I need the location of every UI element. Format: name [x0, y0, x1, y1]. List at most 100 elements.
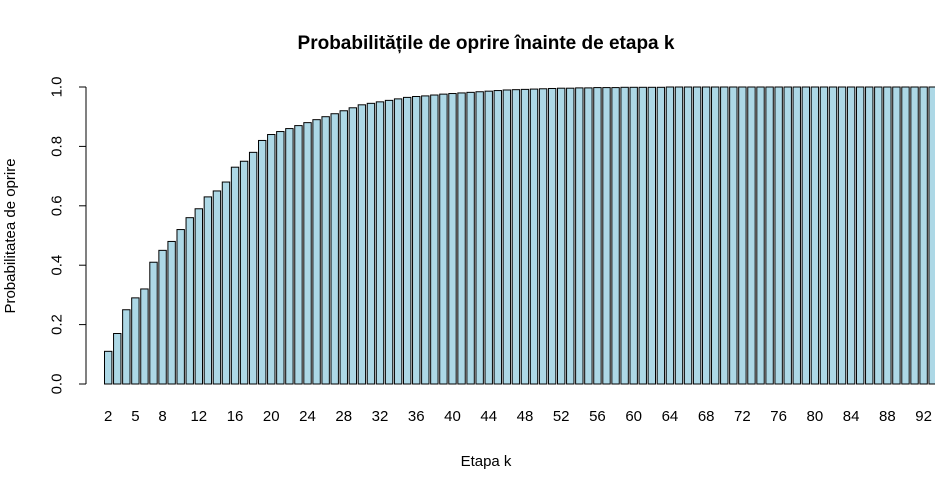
bar-32 [375, 101, 385, 385]
bar-49 [529, 88, 539, 385]
bar-87 [874, 86, 883, 385]
bar-40 [448, 93, 457, 385]
x-tick-label: 8 [158, 408, 166, 425]
bar-36 [412, 96, 421, 385]
bar-20 [267, 134, 276, 385]
bar-13 [203, 196, 213, 385]
bar-58 [611, 87, 620, 385]
bar-17 [239, 160, 249, 385]
x-tick-label: 56 [589, 408, 606, 425]
bar-50 [538, 88, 548, 385]
x-tick-label: 92 [915, 408, 932, 425]
bar-31 [366, 102, 376, 385]
bar-86 [865, 86, 874, 385]
bar-77 [783, 86, 792, 385]
bar-22 [285, 128, 294, 385]
y-axis: 0.0 0.2 0.4 0.6 0.8 1.0 [48, 77, 87, 395]
bar-46 [502, 89, 512, 385]
x-tick-label: 24 [299, 408, 316, 425]
bar-3 [113, 333, 122, 385]
bar-38 [430, 94, 439, 385]
bar-45 [493, 90, 502, 385]
bar-92 [919, 86, 928, 385]
bar-16 [230, 166, 240, 385]
bar-88 [883, 86, 892, 385]
bar-39 [439, 93, 448, 385]
x-tick-label: 32 [372, 408, 389, 425]
bar-82 [828, 86, 838, 385]
bar-34 [393, 98, 403, 385]
bar-51 [547, 87, 557, 385]
x-tick-label: 52 [553, 408, 570, 425]
bar-27 [330, 113, 339, 385]
bar-62 [647, 86, 656, 385]
x-tick-label: 68 [698, 408, 715, 425]
x-tick-label: 44 [480, 408, 497, 425]
bar-10 [176, 229, 185, 385]
bar-23 [294, 125, 303, 385]
x-tick-label: 36 [408, 408, 425, 425]
x-tick-label: 80 [807, 408, 824, 425]
bar-7 [149, 261, 158, 385]
bar-6 [140, 288, 149, 385]
y-tick-label: 0.0 [48, 374, 65, 395]
bar-63 [656, 86, 666, 385]
x-axis-ticks: 2 5 8 12 16 20 24 28 32 36 40 44 48 52 56 60 64 68 72 76 80 8… [104, 408, 932, 425]
y-tick-label: 1.0 [48, 77, 65, 98]
bar-4 [122, 309, 131, 385]
bar-84 [846, 86, 856, 385]
bar-93 [928, 86, 935, 385]
bar-30 [357, 104, 367, 385]
bar-41 [457, 92, 466, 385]
bar-11 [185, 217, 194, 385]
y-tick-label: 0.2 [48, 314, 65, 335]
bar-2 [104, 350, 113, 385]
bar-64 [665, 86, 675, 385]
x-axis-label: Etapa k [461, 453, 512, 470]
bar-54 [575, 87, 584, 385]
bar-42 [466, 91, 475, 385]
bar-48 [520, 88, 530, 385]
bar-29 [348, 107, 358, 385]
bar-66 [683, 86, 693, 385]
x-tick-label: 20 [263, 408, 280, 425]
bar-78 [792, 86, 801, 385]
bar-80 [810, 86, 820, 385]
bar-8 [158, 249, 167, 385]
bar-73 [747, 86, 756, 385]
bar-74 [756, 86, 765, 385]
bar-57 [602, 87, 611, 385]
bar-33 [384, 99, 394, 385]
bar-67 [692, 86, 702, 385]
y-tick-label: 0.8 [48, 136, 65, 157]
x-tick-label: 60 [625, 408, 642, 425]
x-tick-label: 28 [335, 408, 352, 425]
bar-79 [801, 86, 811, 385]
bar-47 [511, 89, 521, 385]
x-tick-label: 64 [662, 408, 679, 425]
bar-24 [303, 122, 312, 385]
y-axis-label: Probabilitatea de oprire [2, 158, 19, 313]
bar-72 [738, 86, 747, 385]
bar-65 [674, 86, 684, 385]
bar-12 [194, 208, 204, 385]
bar-55 [584, 87, 593, 385]
bar-9 [167, 240, 176, 385]
bar-89 [892, 86, 901, 385]
bar-75 [765, 86, 774, 385]
bar-85 [855, 86, 865, 385]
bar-70 [720, 86, 729, 385]
x-tick-label: 72 [734, 408, 751, 425]
bar-52 [557, 87, 566, 385]
bar-56 [593, 87, 602, 385]
bar-81 [819, 86, 829, 385]
x-tick-label: 84 [843, 408, 860, 425]
bar-44 [484, 90, 493, 385]
bar-59 [620, 86, 629, 385]
bar-25 [312, 119, 321, 385]
bar-14 [212, 190, 222, 385]
bar-90 [901, 86, 910, 385]
bar-19 [258, 139, 267, 385]
bar-76 [774, 86, 783, 385]
